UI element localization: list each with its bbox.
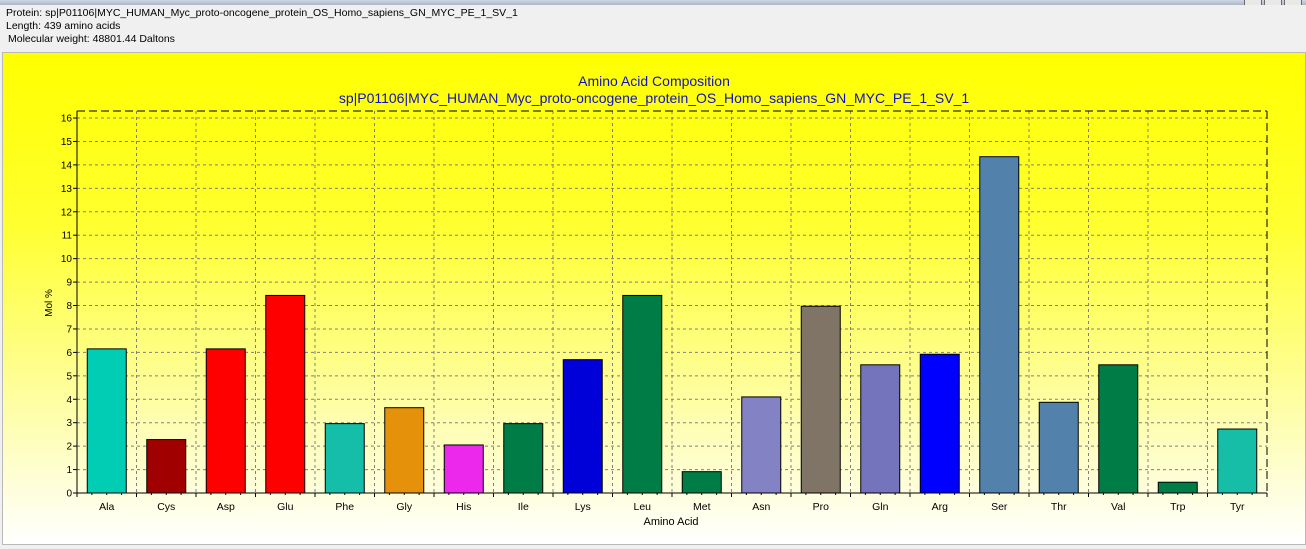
bar-asp — [205, 348, 246, 494]
protein-name-text: Protein: sp|P01106|MYC_HUMAN_Myc_proto-o… — [6, 7, 518, 19]
bar-glu — [265, 294, 306, 494]
x-tick-label: Phe — [335, 501, 354, 513]
window-title-bar — [0, 0, 1306, 5]
bar-cys — [146, 439, 187, 494]
bar-met — [681, 471, 722, 494]
x-tick-label: Tyr — [1230, 501, 1245, 513]
x-axis-ticks: Ala Cys Asp Glu Phe Gly His Ile Lys Leu Met Asn Pro G… — [76, 493, 1268, 513]
x-tick-label: Glu — [277, 501, 294, 513]
y-tick-label: 16 — [61, 114, 73, 125]
amino-acid-chart: Amino Acid Composition sp|P01106|MYC_HUM… — [44, 73, 1268, 528]
bar-arg — [919, 353, 960, 494]
x-tick-label: Pro — [813, 501, 830, 513]
x-tick-label: Thr — [1051, 501, 1067, 513]
window-controls — [1242, 0, 1302, 5]
y-tick-label: 11 — [62, 231, 73, 242]
y-tick-label: 14 — [61, 160, 73, 171]
x-tick-label: Gln — [872, 501, 889, 513]
y-tick-label: 10 — [61, 254, 73, 265]
chart-subtitle: sp|P01106|MYC_HUMAN_Myc_proto-oncogene_p… — [339, 90, 970, 106]
chart-grid — [77, 111, 1267, 493]
x-tick-label: Gly — [396, 501, 413, 513]
y-tick-label: 15 — [61, 137, 73, 148]
protein-length-text: Length: 439 amino acids — [6, 20, 121, 32]
y-tick-label: 7 — [66, 324, 72, 335]
bar-ile — [503, 423, 544, 494]
y-tick-label: 4 — [66, 395, 72, 406]
x-tick-label: Arg — [932, 501, 949, 513]
bar-phe — [324, 423, 365, 494]
x-tick-label: His — [456, 501, 471, 513]
y-tick-label: 5 — [66, 371, 72, 382]
y-tick-label: 13 — [61, 184, 73, 195]
x-tick-label: Leu — [633, 501, 651, 513]
x-tick-label: Met — [693, 501, 711, 513]
bar-val — [1098, 364, 1139, 494]
bar-ser — [979, 156, 1020, 494]
molecular-weight-text: Molecular weight: 48801.44 Daltons — [8, 33, 175, 45]
y-tick-label: 8 — [66, 301, 72, 312]
maximize-button[interactable] — [1264, 0, 1282, 5]
y-tick-label: 0 — [66, 489, 72, 500]
y-tick-label: 9 — [66, 278, 72, 289]
bar-leu — [622, 294, 663, 494]
bar-his — [443, 444, 484, 494]
x-tick-label: Ala — [99, 501, 114, 513]
protein-info-panel: Protein: sp|P01106|MYC_HUMAN_Myc_proto-o… — [0, 5, 1306, 51]
minimize-button[interactable] — [1244, 0, 1262, 5]
x-axis-label: Amino Acid — [643, 516, 698, 528]
chart-panel: Amino Acid Composition sp|P01106|MYC_HUM… — [2, 52, 1306, 545]
x-tick-label: Cys — [157, 501, 175, 513]
chart-title: Amino Acid Composition — [578, 73, 730, 89]
x-tick-label: Asp — [217, 501, 235, 513]
bar-thr — [1038, 401, 1079, 494]
x-tick-label: Asn — [752, 501, 770, 513]
y-tick-label: 12 — [61, 207, 73, 218]
y-axis-label: Mol % — [44, 289, 55, 317]
y-tick-label: 3 — [66, 418, 72, 429]
close-button[interactable] — [1284, 0, 1302, 5]
window-bottom-edge — [0, 545, 1306, 547]
bar-trp — [1157, 481, 1198, 494]
y-tick-label: 1 — [66, 465, 72, 476]
x-tick-label: Lys — [575, 501, 591, 513]
x-tick-label: Ile — [518, 501, 529, 513]
bar-ala — [86, 348, 127, 494]
bar-gly — [384, 407, 425, 494]
bar-asn — [741, 396, 782, 494]
bar-lys — [562, 359, 603, 494]
y-tick-label: 6 — [66, 348, 72, 359]
chart-bars — [86, 156, 1258, 494]
x-tick-label: Val — [1111, 501, 1125, 513]
y-tick-label: 2 — [66, 442, 72, 453]
bar-tyr — [1217, 428, 1258, 494]
bar-pro — [800, 305, 841, 494]
x-tick-label: Trp — [1170, 501, 1186, 513]
x-tick-label: Ser — [991, 501, 1008, 513]
bar-gln — [860, 364, 901, 494]
